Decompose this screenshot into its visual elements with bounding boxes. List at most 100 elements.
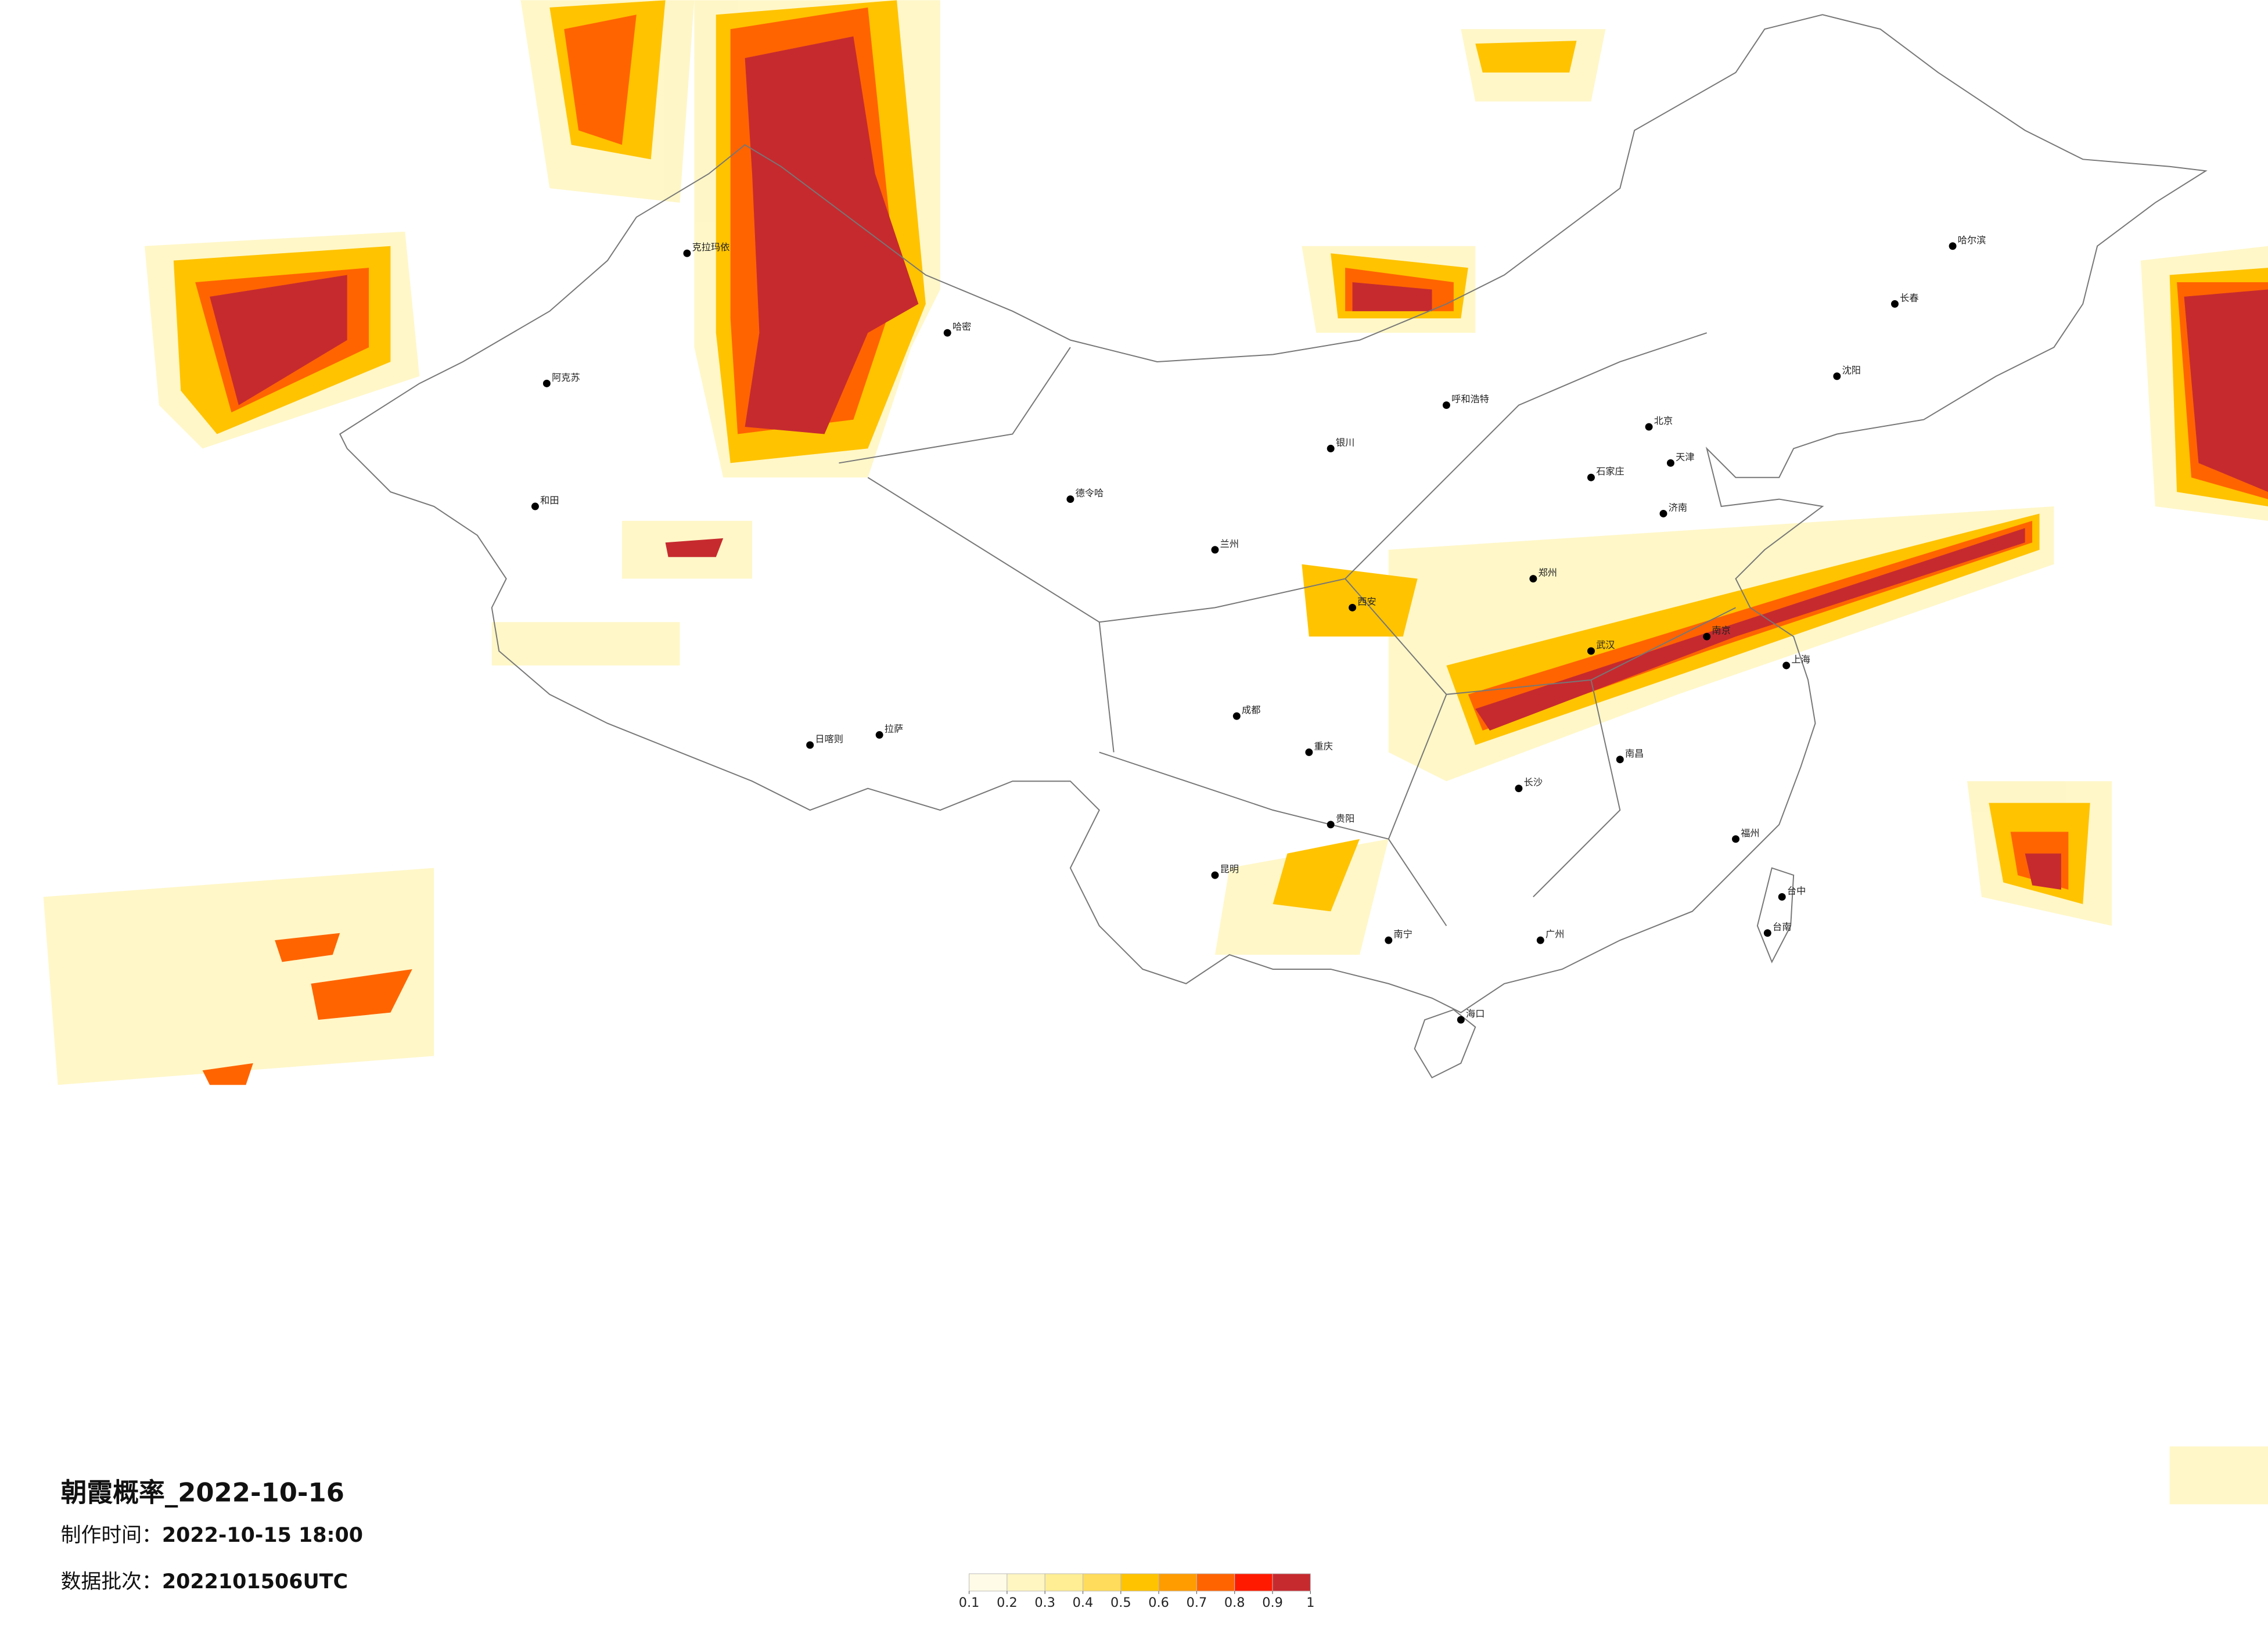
legend-tick-label: 0.2 bbox=[997, 1595, 1018, 1610]
city-label: 广州 bbox=[1545, 929, 1564, 940]
city-label: 郑州 bbox=[1539, 567, 1557, 578]
city-label: 阿克苏 bbox=[552, 372, 580, 383]
city-dot bbox=[1949, 242, 1957, 250]
city-label: 哈密 bbox=[953, 321, 971, 332]
city-label: 日喀则 bbox=[815, 733, 843, 744]
city-label: 济南 bbox=[1669, 502, 1687, 513]
legend-swatch bbox=[1234, 1573, 1273, 1592]
legend-tick-label: 0.9 bbox=[1262, 1595, 1283, 1610]
city-dot bbox=[1587, 473, 1595, 481]
city-dot bbox=[1529, 575, 1537, 583]
legend-swatch bbox=[1083, 1573, 1122, 1592]
city-label: 石家庄 bbox=[1596, 466, 1624, 477]
legend-swatch bbox=[1158, 1573, 1197, 1592]
made-time: 制作时间：2022-10-15 18:00 bbox=[61, 1524, 363, 1547]
city-dot bbox=[1457, 1016, 1465, 1024]
city-dot bbox=[1327, 821, 1335, 829]
city-label: 德令哈 bbox=[1076, 488, 1104, 499]
city-dot bbox=[1066, 495, 1074, 503]
title-text: 朝霞概率_2022-10-16 bbox=[61, 1477, 344, 1508]
legend-swatch bbox=[1272, 1573, 1311, 1592]
city-dot bbox=[1833, 372, 1841, 380]
city-dot bbox=[531, 502, 539, 510]
city-dot bbox=[806, 741, 814, 749]
map-title: 朝霞概率_2022-10-16 bbox=[61, 1477, 344, 1508]
city-label: 哈尔滨 bbox=[1958, 235, 1986, 246]
city-dot bbox=[943, 329, 951, 337]
legend-swatch bbox=[969, 1573, 1008, 1592]
city-dot bbox=[1778, 893, 1786, 901]
city-dot bbox=[1890, 300, 1899, 308]
city-label: 台南 bbox=[1773, 922, 1791, 933]
city-label: 南宁 bbox=[1394, 929, 1412, 940]
city-label: 和田 bbox=[540, 495, 559, 506]
city-dot bbox=[1211, 871, 1219, 879]
city-label: 北京 bbox=[1654, 415, 1673, 426]
city-label: 南昌 bbox=[1625, 748, 1644, 759]
city-dot bbox=[1659, 510, 1667, 517]
city-label: 沈阳 bbox=[1842, 365, 1861, 376]
country-outline bbox=[339, 14, 2208, 1079]
city-dot bbox=[1442, 401, 1450, 409]
city-dot bbox=[1349, 603, 1357, 611]
city-dot bbox=[1645, 423, 1653, 431]
legend-tick-label: 0.7 bbox=[1187, 1595, 1207, 1610]
city-label: 长沙 bbox=[1524, 777, 1543, 788]
legend-swatch bbox=[1007, 1573, 1045, 1592]
city-dot bbox=[1732, 835, 1739, 843]
city-label: 武汉 bbox=[1596, 639, 1615, 650]
legend-tick-label: 0.5 bbox=[1110, 1595, 1131, 1610]
city-dot bbox=[875, 731, 883, 739]
batch-value: 2022101506UTC bbox=[162, 1570, 348, 1593]
legend-tick-label: 0.3 bbox=[1034, 1595, 1055, 1610]
city-label: 银川 bbox=[1336, 437, 1354, 448]
legend-tick-label: 0.4 bbox=[1073, 1595, 1094, 1610]
city-dot bbox=[542, 379, 551, 387]
city-label: 海口 bbox=[1466, 1008, 1485, 1019]
city-label: 拉萨 bbox=[885, 724, 903, 735]
city-label: 兰州 bbox=[1220, 538, 1239, 549]
city-label: 福州 bbox=[1741, 828, 1759, 839]
probability-field bbox=[43, 0, 2268, 1505]
city-dot bbox=[1536, 936, 1544, 944]
city-dot bbox=[1587, 647, 1595, 655]
city-label: 克拉玛依 bbox=[692, 242, 730, 253]
city-dot bbox=[1385, 936, 1393, 944]
city-dot bbox=[1666, 459, 1674, 467]
city-dot bbox=[1211, 546, 1219, 554]
city-label: 呼和浩特 bbox=[1451, 394, 1489, 405]
made-label: 制作时间： bbox=[61, 1524, 162, 1547]
city-dot bbox=[1703, 632, 1711, 641]
legend-tick-label: 0.6 bbox=[1148, 1595, 1169, 1610]
city-dot bbox=[1515, 785, 1523, 793]
legend-tick-label: 0.8 bbox=[1224, 1595, 1245, 1610]
city-label: 台中 bbox=[1787, 885, 1806, 896]
city-dot bbox=[1616, 756, 1624, 764]
city-label: 重庆 bbox=[1314, 740, 1333, 751]
legend-tick-label: 0.1 bbox=[959, 1595, 980, 1610]
city-label: 上海 bbox=[1791, 654, 1810, 665]
batch: 数据批次：2022101506UTC bbox=[61, 1570, 348, 1593]
city-dot bbox=[683, 249, 691, 257]
city-label: 天津 bbox=[1676, 451, 1694, 462]
city-dot bbox=[1763, 929, 1771, 937]
city-label: 南京 bbox=[1712, 625, 1730, 636]
legend-tick-label: 1 bbox=[1306, 1595, 1314, 1610]
legend-swatch bbox=[1196, 1573, 1235, 1592]
city-label: 贵阳 bbox=[1336, 813, 1354, 824]
color-legend: 0.1 0.2 0.3 0.4 0.5 0.6 0.7 0.8 0.9 1 bbox=[959, 1573, 1314, 1610]
batch-label: 数据批次： bbox=[61, 1570, 162, 1593]
city-dot bbox=[1782, 661, 1791, 670]
city-label: 昆明 bbox=[1220, 864, 1239, 875]
legend-swatch bbox=[1120, 1573, 1159, 1592]
legend-swatch bbox=[1044, 1573, 1084, 1592]
made-value: 2022-10-15 18:00 bbox=[162, 1524, 363, 1547]
city-label: 成都 bbox=[1242, 704, 1260, 715]
city-dot bbox=[1232, 712, 1241, 720]
city-dot bbox=[1305, 748, 1313, 756]
header: 朝霞概率_2022-10-16 制作时间：2022-10-15 18:00 数据… bbox=[61, 1477, 363, 1593]
city-dot bbox=[1327, 444, 1335, 452]
